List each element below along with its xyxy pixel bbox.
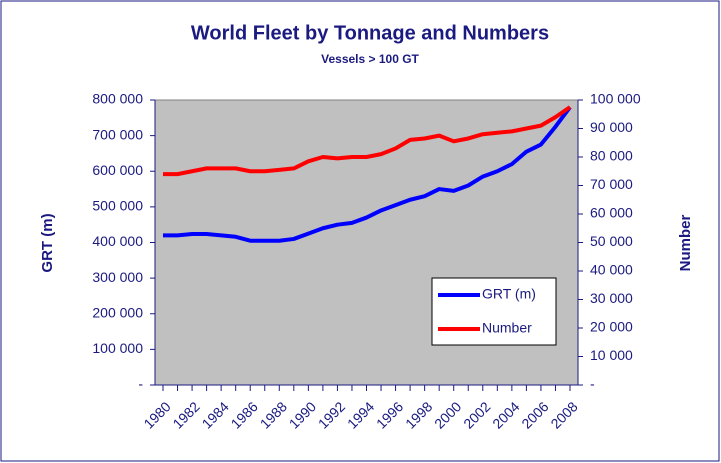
series-line — [163, 105, 572, 243]
legend-label: GRT (m) — [482, 286, 536, 302]
y2-tick-label: 90 000 — [590, 119, 633, 135]
y-axis-title: GRT (m) — [39, 213, 56, 272]
y-tick-label: 700 000 — [92, 126, 143, 142]
y2-tick-label: 10 000 — [590, 347, 633, 363]
series-line — [163, 105, 572, 177]
y-tick-label: 100 000 — [92, 340, 143, 356]
legend-box — [431, 277, 557, 346]
y2-tick-label: 80 000 — [590, 148, 633, 164]
chart-title: World Fleet by Tonnage and Numbers — [191, 22, 549, 44]
chart-subtitle: Vessels > 100 GT — [321, 52, 419, 66]
y2-tick-label: - — [590, 376, 595, 392]
y2-tick-label: 50 000 — [590, 233, 633, 249]
legend-label: Number — [482, 320, 532, 336]
y2-tick-label: 70 000 — [590, 176, 633, 192]
y2-axis-title: Number — [677, 215, 694, 272]
y2-tick-label: 60 000 — [590, 205, 633, 221]
y-tick-label: 400 000 — [92, 233, 143, 249]
y-tick-label: - — [138, 376, 143, 392]
y2-tick-label: 30 000 — [590, 290, 633, 306]
y-tick-label: 200 000 — [92, 304, 143, 320]
y-tick-label: 500 000 — [92, 198, 143, 214]
y2-tick-label: 20 000 — [590, 319, 633, 335]
y-tick-label: 600 000 — [92, 162, 143, 178]
y-tick-label: 300 000 — [92, 269, 143, 285]
y-tick-label: 800 000 — [92, 91, 143, 107]
y2-tick-label: 40 000 — [590, 262, 633, 278]
y2-tick-label: 100 000 — [590, 91, 641, 107]
